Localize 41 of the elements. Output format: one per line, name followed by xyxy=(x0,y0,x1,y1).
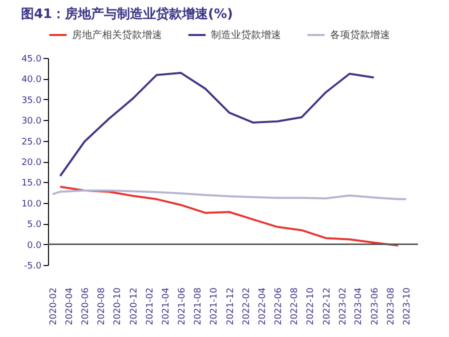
x-tick-label: 2023-06 xyxy=(370,287,380,326)
chart-title: 图41：房地产与制造业贷款增速(%) xyxy=(20,6,233,22)
x-tick-label: 2020-12 xyxy=(129,288,140,326)
legend-label: 制造业贷款增速 xyxy=(211,29,281,41)
x-tick-label: 2022-02 xyxy=(242,288,252,326)
x-tick-label: 2022-04 xyxy=(258,287,268,326)
x-tick-label: 2022-10 xyxy=(306,287,316,326)
x-tick-label: 2020-06 xyxy=(80,287,91,326)
x-tick-label: 2021-08 xyxy=(194,287,204,326)
y-tick-label: 0.0 xyxy=(27,240,42,251)
x-tick-label: 2023-10 xyxy=(402,287,413,326)
x-tick-label: 2021-12 xyxy=(226,288,236,326)
y-tick-label: 20.0 xyxy=(21,158,42,168)
y-tick-label: 45.0 xyxy=(21,54,42,64)
legend-label: 各项贷款增速 xyxy=(330,29,390,41)
y-tick-label: 35.0 xyxy=(21,96,42,106)
x-tick-label: 2021-04 xyxy=(161,287,172,326)
y-tick-label: 5.0 xyxy=(27,220,42,230)
x-tick-label: 2022-06 xyxy=(274,287,284,326)
x-tick-label: 2020-02 xyxy=(48,288,59,326)
x-tick-label: 2020-04 xyxy=(64,287,75,326)
x-tick-label: 2023-04 xyxy=(354,287,364,326)
x-tick-label: 2020-10 xyxy=(113,287,124,326)
y-tick-label: 10.0 xyxy=(21,199,42,210)
x-tick-label: 2021-06 xyxy=(177,287,188,326)
x-tick-label: 2022-12 xyxy=(322,288,332,326)
y-tick-label: 30.0 xyxy=(21,116,42,127)
line-series xyxy=(59,72,375,177)
line-series xyxy=(59,186,400,247)
y-tick-label: 40.0 xyxy=(21,75,42,86)
y-tick-label: 15.0 xyxy=(21,178,42,189)
legend-label: 房地产相关贷款增速 xyxy=(72,29,162,41)
x-tick-label: 2022-08 xyxy=(290,287,300,326)
x-tick-label: 2020-08 xyxy=(97,287,108,326)
x-tick-label: 2023-02 xyxy=(338,288,349,326)
y-tick-label: 25.0 xyxy=(21,137,42,148)
x-tick-label: 2023-08 xyxy=(386,287,396,326)
y-tick-label: -5.0 xyxy=(24,262,42,272)
line-series xyxy=(51,189,408,200)
x-tick-label: 2021-10 xyxy=(210,287,220,326)
x-tick-label: 2021-02 xyxy=(146,288,156,326)
